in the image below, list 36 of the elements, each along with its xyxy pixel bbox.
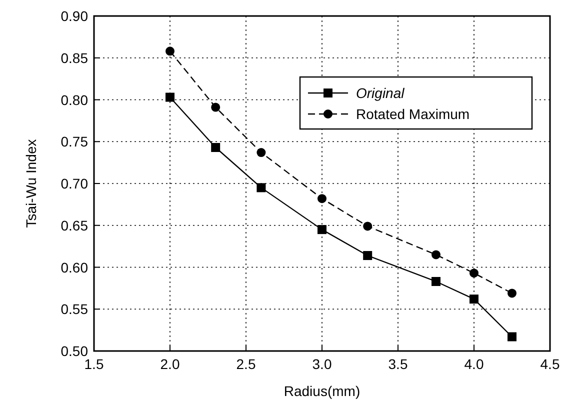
point <box>256 183 266 192</box>
y-tick-label: 0.80 <box>60 92 88 108</box>
legend-label: Original <box>356 85 406 101</box>
y-tick-label: 0.85 <box>60 50 88 66</box>
point <box>318 225 326 234</box>
x-tick-label: 4.5 <box>540 356 560 372</box>
x-tick-label: 2.5 <box>236 356 256 372</box>
x-tick-label: 3.5 <box>388 356 408 372</box>
point <box>166 46 174 56</box>
point <box>470 294 478 304</box>
point <box>470 268 478 278</box>
point <box>363 251 372 260</box>
y-axis-title: Tsai-Wu Index <box>23 139 39 228</box>
y-tick-label: 0.75 <box>60 134 88 150</box>
point <box>363 222 372 231</box>
y-tick-label: 0.50 <box>60 343 88 359</box>
x-tick-label: 2.0 <box>160 356 180 372</box>
x-tick-label: 3.0 <box>312 356 332 372</box>
y-tick-label: 0.70 <box>60 176 88 192</box>
x-axis-title: Radius(mm) <box>284 383 360 399</box>
y-tick-label: 0.90 <box>60 8 88 24</box>
legend-label: Rotated Maximum <box>356 106 470 122</box>
point <box>432 250 440 260</box>
point <box>318 194 326 204</box>
x-tick-label: 4.0 <box>464 356 484 372</box>
y-tick-label: 0.65 <box>60 217 88 234</box>
point <box>166 92 174 102</box>
point <box>508 332 516 342</box>
point <box>211 102 220 112</box>
point <box>432 276 440 286</box>
y-tick-label: 0.60 <box>60 259 88 276</box>
point <box>211 142 220 152</box>
point <box>508 288 516 298</box>
point <box>256 148 266 158</box>
x-tick-label: 1.5 <box>84 356 104 372</box>
y-tick-label: 0.55 <box>60 301 88 318</box>
